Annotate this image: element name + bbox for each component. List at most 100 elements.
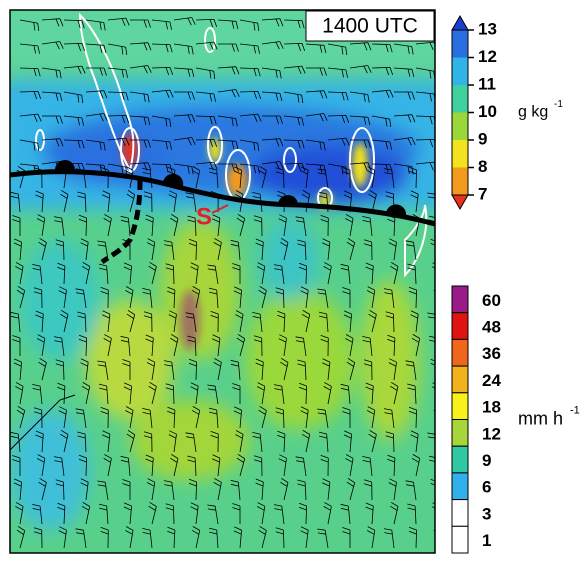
- wind-barb: [258, 525, 267, 549]
- wind-barb: [405, 360, 417, 381]
- colorbar-tick-label: 9: [478, 129, 487, 148]
- wind-barb: [232, 503, 241, 524]
- wind-barb: [390, 381, 399, 405]
- wind-barb: [36, 334, 46, 357]
- wind-barb: [32, 504, 43, 525]
- wind-barb: [340, 503, 351, 525]
- wind-barb: [208, 167, 219, 189]
- wind-barb: [365, 262, 374, 285]
- wind-barb: [80, 358, 89, 381]
- wind-barb: [239, 91, 262, 100]
- wind-barb: [306, 67, 327, 76]
- wind-barb: [362, 336, 373, 357]
- wind-barb: [363, 239, 373, 261]
- colorbar-unit: g kg: [518, 104, 548, 121]
- wind-barb: [143, 191, 153, 213]
- wind-barb: [233, 166, 242, 189]
- wind-barb: [255, 238, 264, 261]
- wind-barb: [97, 240, 109, 261]
- wind-barb: [363, 359, 373, 381]
- wind-barb: [103, 334, 112, 357]
- wind-barb: [239, 139, 260, 152]
- wind-barb: [300, 166, 309, 189]
- wind-barb: [85, 43, 107, 54]
- colorbar-triangle: [451, 14, 469, 31]
- colorbar-segment: [451, 499, 469, 527]
- wind-barb: [33, 407, 43, 429]
- wind-barb: [383, 408, 395, 429]
- wind-barb: [123, 382, 132, 405]
- wind-barb: [63, 139, 85, 149]
- wind-barb: [317, 408, 329, 429]
- wind-barb: [349, 115, 371, 126]
- wind-barb: [327, 67, 348, 78]
- colorbar-segment: [451, 445, 469, 474]
- wind-barb: [410, 190, 419, 213]
- wind-barb: [102, 190, 111, 213]
- wind-barb: [165, 503, 175, 525]
- wind-barb: [388, 478, 397, 501]
- colorbar-segment: [452, 112, 468, 140]
- wind-barb: [145, 454, 154, 477]
- wind-barb: [261, 138, 284, 147]
- wind-barb: [195, 91, 216, 102]
- wind-barb: [120, 335, 131, 357]
- wind-barb: [322, 478, 331, 501]
- wind-barb: [78, 334, 87, 357]
- colorbar-segment: [452, 85, 468, 113]
- wind-barb: [210, 431, 219, 453]
- wind-barb: [77, 311, 87, 333]
- wind-barb: [239, 43, 260, 54]
- wind-barb: [252, 312, 263, 333]
- wind-barb: [151, 115, 172, 128]
- wind-barb: [98, 263, 109, 285]
- wind-barb: [85, 90, 108, 99]
- wind-barb: [327, 91, 349, 101]
- wind-barb: [60, 429, 69, 453]
- wind-barb: [345, 454, 354, 477]
- wind-barb: [58, 406, 67, 429]
- wind-barb: [362, 216, 373, 237]
- wind-barb: [12, 215, 21, 236]
- wind-barb: [85, 139, 106, 151]
- wind-barb: [16, 525, 26, 549]
- wind-barb: [428, 335, 435, 342]
- wind-barb: [239, 19, 260, 32]
- wind-barb: [146, 238, 156, 261]
- wind-barb: [295, 456, 307, 477]
- wind-barb: [262, 115, 283, 124]
- wind-barb: [405, 480, 417, 501]
- wind-barb: [349, 162, 372, 171]
- wind-barb: [12, 455, 21, 476]
- wind-barb: [208, 527, 219, 549]
- colorbar-segment: [451, 338, 469, 367]
- wind-barb: [217, 89, 240, 98]
- wind-barb: [366, 166, 376, 189]
- wind-barb: [208, 407, 219, 429]
- wind-barb: [371, 115, 392, 128]
- wind-barb: [75, 408, 87, 429]
- marker-label: S: [196, 203, 212, 230]
- wind-barb: [408, 166, 417, 189]
- wind-barb: [393, 43, 414, 55]
- wind-barb: [342, 407, 351, 428]
- wind-barb: [107, 137, 130, 146]
- wind-barb: [346, 357, 356, 381]
- wind-barb: [173, 17, 196, 26]
- wind-barb: [365, 502, 374, 525]
- wind-barb: [305, 43, 327, 54]
- front-symbols: [55, 160, 407, 216]
- wind-barb: [411, 454, 421, 477]
- colorbar-tick-label: 12: [478, 47, 497, 66]
- wind-barb: [212, 454, 221, 477]
- wind-barb: [408, 406, 417, 429]
- wind-barb: [19, 113, 42, 122]
- wind-barb: [368, 309, 377, 333]
- wind-barb: [283, 163, 306, 172]
- colorbar-tick-label: 24: [482, 371, 501, 390]
- wind-barb: [85, 113, 108, 122]
- colorbars: 13 12 11 10 9 8 7 g kg -1 60 48 36 24 18 12 9 6 3 1 mm h -1: [451, 14, 580, 554]
- wind-barb: [19, 19, 40, 32]
- wind-barb: [165, 263, 175, 285]
- wind-barb: [188, 358, 197, 381]
